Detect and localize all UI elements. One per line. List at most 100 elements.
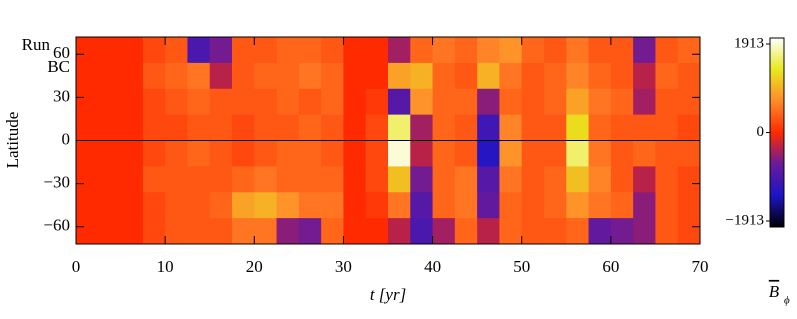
heatmap-cell: [454, 192, 478, 219]
x-tick-label: 20: [246, 257, 263, 276]
heatmap-cell: [120, 192, 144, 219]
heatmap-cell: [187, 62, 211, 90]
heatmap-cell: [677, 62, 701, 90]
heatmap-cell: [298, 140, 322, 167]
heatmap-cell: [633, 88, 656, 116]
heatmap-cell: [321, 166, 344, 193]
annotation: BC: [47, 57, 70, 76]
heatmap-cell: [120, 140, 144, 167]
heatmap-cell: [365, 166, 389, 193]
heatmap-cell: [610, 192, 634, 219]
heatmap-cell: [499, 62, 523, 90]
heatmap-cell: [187, 166, 211, 193]
heatmap-cell: [343, 62, 367, 90]
heatmap-cell: [410, 114, 434, 141]
heatmap-cell: [254, 62, 278, 90]
x-tick-label: 10: [157, 257, 174, 276]
heatmap-cell: [298, 114, 322, 141]
heatmap-cell: [187, 140, 211, 167]
heatmap-cell: [655, 140, 679, 167]
heatmap-cell: [388, 192, 411, 219]
heatmap-cell: [655, 62, 679, 90]
heatmap-cell: [365, 88, 389, 116]
heatmap-cell: [610, 218, 634, 245]
colorbar-label-subscript: ϕ: [784, 295, 790, 307]
heatmap-cell: [120, 114, 144, 141]
heatmap-cell: [499, 218, 523, 245]
heatmap-cell: [298, 62, 322, 90]
heatmap-cell: [677, 166, 701, 193]
heatmap-cell: [120, 37, 144, 64]
heatmap-cell: [499, 88, 523, 116]
heatmap-cell: [633, 114, 656, 141]
heatmap-cell: [98, 62, 122, 90]
heatmap-cell: [343, 140, 367, 167]
heatmap-cell: [142, 114, 166, 141]
heatmap-cell: [388, 37, 411, 64]
heatmap-cell: [477, 192, 500, 219]
heatmap-cell: [588, 62, 612, 90]
heatmap-cell: [98, 140, 122, 167]
heatmap-cell: [76, 88, 99, 116]
heatmap-cell: [232, 62, 255, 90]
heatmap-cell: [276, 88, 300, 116]
heatmap-cell: [677, 37, 701, 64]
heatmap-cell: [566, 37, 590, 64]
heatmap-cell: [365, 192, 389, 219]
heatmap-cell: [321, 192, 344, 219]
heatmap-cell: [633, 62, 656, 90]
heatmap-cell: [142, 37, 166, 64]
heatmap-cell: [187, 192, 211, 219]
heatmap-cell: [276, 37, 300, 64]
heatmap-cell: [477, 218, 500, 245]
colorbar: [769, 37, 785, 228]
heatmap-cell: [98, 88, 122, 116]
heatmap-cell: [321, 218, 344, 245]
heatmap-cell: [254, 37, 278, 64]
heatmap-cell: [588, 218, 612, 245]
heatmap-cell: [454, 62, 478, 90]
heatmap-cell: [142, 140, 166, 167]
heatmap-cell: [521, 37, 545, 64]
heatmap-cell: [633, 166, 656, 193]
heatmap-cell: [298, 37, 322, 64]
y-tick-label: 60: [53, 43, 70, 62]
heatmap-cell: [142, 218, 166, 245]
heatmap-cell: [321, 88, 344, 116]
heatmap-cell: [432, 37, 456, 64]
heatmap-cell: [98, 114, 122, 141]
heatmap-cell: [410, 37, 434, 64]
heatmap-cell: [209, 37, 233, 64]
heatmap-cell: [165, 88, 188, 116]
heatmap-cell: [343, 192, 367, 219]
heatmap-cell: [521, 140, 545, 167]
heatmap-cell: [410, 140, 434, 167]
heatmap-cell: [254, 88, 278, 116]
heatmap-cell: [98, 218, 122, 245]
x-tick-label: 0: [72, 257, 81, 276]
x-tick-label: 40: [424, 257, 441, 276]
heatmap-cell: [410, 88, 434, 116]
heatmap-cell: [655, 192, 679, 219]
heatmap-cell: [365, 114, 389, 141]
heatmap-cell: [187, 37, 211, 64]
heatmap-cell: [209, 140, 233, 167]
heatmap-cell: [499, 114, 523, 141]
heatmap-cell: [343, 37, 367, 64]
heatmap-cell: [76, 166, 99, 193]
heatmap-cell: [232, 88, 255, 116]
heatmap-cell: [187, 88, 211, 116]
heatmap-cell: [521, 166, 545, 193]
heatmap-cell: [633, 218, 656, 245]
heatmap-cell: [298, 218, 322, 245]
heatmap-cell: [165, 62, 188, 90]
heatmap-cell: [388, 62, 411, 90]
heatmap-cell: [98, 37, 122, 64]
colorbar-tick-label: 0: [757, 124, 765, 140]
heatmap-cell: [610, 140, 634, 167]
heatmap-cell: [410, 62, 434, 90]
heatmap-cell: [477, 37, 500, 64]
heatmap-cell: [232, 166, 255, 193]
heatmap-cell: [209, 218, 233, 245]
heatmap-cell: [566, 62, 590, 90]
